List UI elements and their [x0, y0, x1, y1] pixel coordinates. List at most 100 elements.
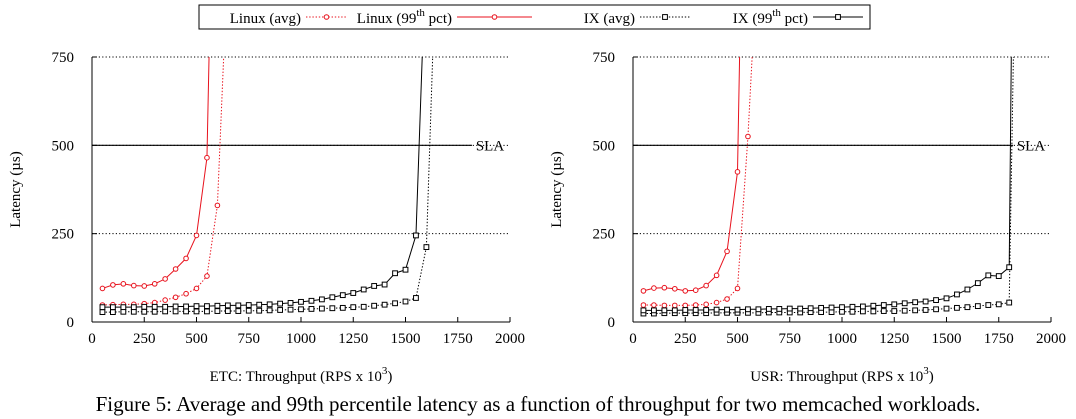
data-point [193, 303, 200, 310]
data-point [745, 133, 751, 140]
data-point [214, 202, 221, 209]
data-point [839, 304, 845, 311]
legend-label: IX (99th pct) [733, 7, 808, 27]
data-point [204, 303, 210, 310]
data-point [329, 294, 336, 301]
data-point [682, 307, 689, 313]
data-point [245, 307, 252, 314]
data-point [99, 309, 106, 316]
data-point [912, 299, 919, 306]
data-point [692, 302, 699, 308]
data-point [339, 304, 346, 311]
legend-box [198, 4, 871, 30]
data-point [849, 308, 856, 315]
data-point [120, 281, 127, 287]
data-point [671, 307, 678, 314]
data-point [640, 302, 647, 308]
data-point [172, 303, 179, 310]
legend-label: IX (avg) [584, 11, 635, 27]
x-tick-label: 250 [674, 331, 697, 347]
data-point [745, 306, 751, 313]
data-point [734, 285, 741, 292]
data-point [172, 294, 179, 301]
data-point [224, 308, 231, 314]
data-point [339, 292, 346, 299]
legend-label: Linux (avg) [230, 11, 301, 27]
y-tick-label: 500 [593, 138, 616, 154]
data-point [734, 169, 741, 175]
x-axis-title: ETC: Throughput (RPS x 103) [210, 365, 393, 385]
data-point [891, 301, 898, 308]
data-point [651, 285, 657, 291]
x-tick-label: 2000 [495, 331, 525, 347]
data-point [849, 303, 856, 310]
data-point [922, 298, 929, 305]
y-tick-label: 500 [52, 138, 75, 154]
data-point [204, 273, 210, 279]
series-line-2 [102, 57, 434, 313]
data-point [901, 307, 908, 314]
data-point [724, 296, 730, 302]
data-point [1006, 264, 1013, 271]
data-point [985, 272, 992, 279]
data-point [151, 281, 158, 287]
data-point [277, 307, 284, 313]
series-line-3 [643, 57, 1012, 311]
data-point [402, 266, 409, 273]
data-point [99, 285, 106, 292]
data-point [1006, 299, 1013, 306]
series-line-3 [102, 57, 423, 308]
data-point [828, 309, 835, 316]
x-tick-label: 1750 [443, 331, 473, 347]
data-point [651, 307, 657, 314]
data-point [319, 296, 325, 303]
data-point [141, 283, 148, 289]
data-point [371, 302, 378, 309]
y-tick-label: 750 [593, 50, 616, 66]
legend: Linux (avg) Linux (99th pct) IX (avg) IX (9… [198, 4, 871, 30]
data-point [682, 288, 689, 294]
legend-swatch-marker [835, 14, 841, 20]
data-point [193, 308, 200, 315]
data-point [298, 298, 304, 305]
data-point [183, 290, 189, 297]
data-point [661, 302, 668, 309]
data-point [224, 302, 231, 309]
data-point [360, 303, 367, 310]
data-point [995, 301, 1002, 308]
data-point [235, 302, 242, 309]
data-point [943, 305, 950, 312]
figure: Linux (avg) Linux (99th pct) IX (avg) IX (9… [8, 4, 1066, 385]
data-point [329, 305, 336, 312]
data-point [193, 285, 200, 292]
data-point [672, 302, 678, 309]
data-point [880, 308, 887, 314]
data-point [204, 308, 210, 315]
x-tick-label: 500 [185, 331, 208, 347]
data-point [661, 284, 668, 291]
x-tick-label: 250 [133, 331, 156, 347]
data-point [964, 286, 971, 293]
data-point [703, 301, 709, 308]
data-point [402, 298, 409, 305]
data-point [964, 304, 971, 311]
data-point [162, 303, 169, 310]
data-point [141, 303, 148, 310]
data-point [381, 281, 388, 288]
legend-swatch-marker [323, 14, 330, 20]
x-tick-label: 2000 [1036, 331, 1066, 347]
x-tick-label: 0 [88, 331, 96, 347]
data-point [350, 304, 357, 311]
legend-label: Linux (99th pct) [357, 7, 452, 27]
data-point [266, 307, 273, 314]
data-point [933, 297, 939, 303]
x-axis-title: USR: Throughput (RPS x 103) [750, 365, 934, 385]
data-point [110, 304, 116, 311]
data-point [193, 232, 200, 239]
data-point [933, 306, 939, 313]
data-point [151, 303, 158, 310]
y-tick-label: 750 [52, 50, 75, 66]
data-point [130, 308, 137, 315]
data-point [183, 303, 189, 310]
data-point [703, 282, 709, 289]
